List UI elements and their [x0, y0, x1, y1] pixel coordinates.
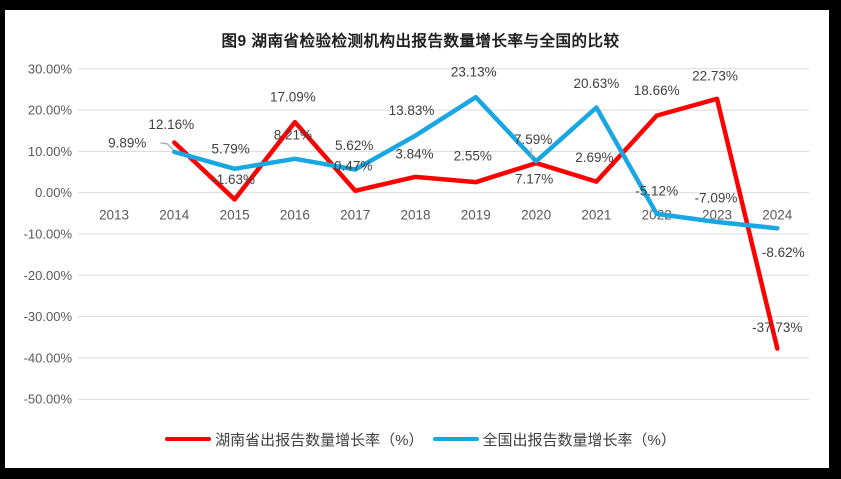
- x-axis-label: 2016: [280, 208, 310, 223]
- x-axis-label: 2020: [521, 208, 551, 223]
- data-label: 18.66%: [634, 83, 680, 98]
- x-axis-label: 2013: [99, 208, 129, 223]
- y-axis-tick-label: -10.00%: [24, 227, 73, 242]
- x-axis-label: 2015: [220, 208, 250, 223]
- data-label: 17.09%: [270, 90, 316, 105]
- x-axis-label: 2017: [340, 208, 370, 223]
- data-label: 23.13%: [451, 65, 497, 80]
- chart-canvas: [5, 10, 829, 468]
- data-label: -37.73%: [752, 320, 802, 335]
- data-label: -7.09%: [695, 190, 738, 205]
- data-label: 5.79%: [211, 141, 249, 156]
- y-axis-tick-label: 10.00%: [28, 144, 73, 159]
- data-label: -5.12%: [635, 183, 678, 198]
- data-label: 2.55%: [454, 149, 492, 164]
- data-label: 20.63%: [574, 76, 620, 91]
- data-label: 3.84%: [395, 146, 433, 161]
- y-axis-tick-label: 30.00%: [28, 61, 73, 76]
- label-leader-line: [160, 142, 174, 151]
- y-axis-tick-label: 20.00%: [28, 103, 73, 118]
- y-axis-tick-label: 0.00%: [35, 185, 72, 200]
- y-axis-tick-label: -30.00%: [24, 309, 73, 324]
- data-label: 12.16%: [148, 117, 194, 132]
- x-axis-label: 2021: [581, 208, 611, 223]
- x-axis-label: 2014: [159, 208, 190, 223]
- data-label: 7.17%: [515, 172, 553, 187]
- legend-label-national: 全国出报告数量增长率（%）: [482, 431, 676, 449]
- legend-swatch-national: [432, 436, 479, 442]
- x-axis-label: 2019: [461, 208, 491, 223]
- data-label: -1.63%: [212, 172, 255, 187]
- chart-legend: 湖南省出报告数量增长率（%） 全国出报告数量增长率（%）: [0, 429, 841, 449]
- x-axis-label: 2018: [400, 208, 430, 223]
- chart-title: 图9 湖南省检验检测机构出报告数量增长率与全国的比较: [221, 33, 620, 50]
- y-axis-tick-label: -20.00%: [24, 268, 73, 283]
- data-label: 9.89%: [108, 135, 146, 150]
- data-label: 7.59%: [514, 132, 552, 147]
- data-label: 22.73%: [692, 68, 738, 83]
- y-axis-tick-label: -50.00%: [24, 392, 73, 407]
- data-label: -8.62%: [762, 245, 805, 260]
- data-label: 13.83%: [389, 103, 435, 118]
- legend-item-hunan: 湖南省出报告数量增长率（%）: [165, 429, 424, 450]
- series-line-national: [172, 94, 780, 231]
- legend-swatch-hunan: [165, 436, 212, 442]
- legend-label-hunan: 湖南省出报告数量增长率（%）: [215, 431, 424, 449]
- data-label: 5.62%: [335, 138, 373, 153]
- y-axis-tick-label: -40.00%: [24, 350, 73, 365]
- x-axis-label: 2024: [762, 208, 793, 223]
- data-label: 2.69%: [575, 150, 613, 165]
- series-line-hunan: [172, 96, 780, 351]
- legend-item-national: 全国出报告数量增长率（%）: [432, 429, 676, 450]
- data-label: 0.47%: [334, 158, 372, 173]
- data-label: 8.21%: [274, 127, 312, 142]
